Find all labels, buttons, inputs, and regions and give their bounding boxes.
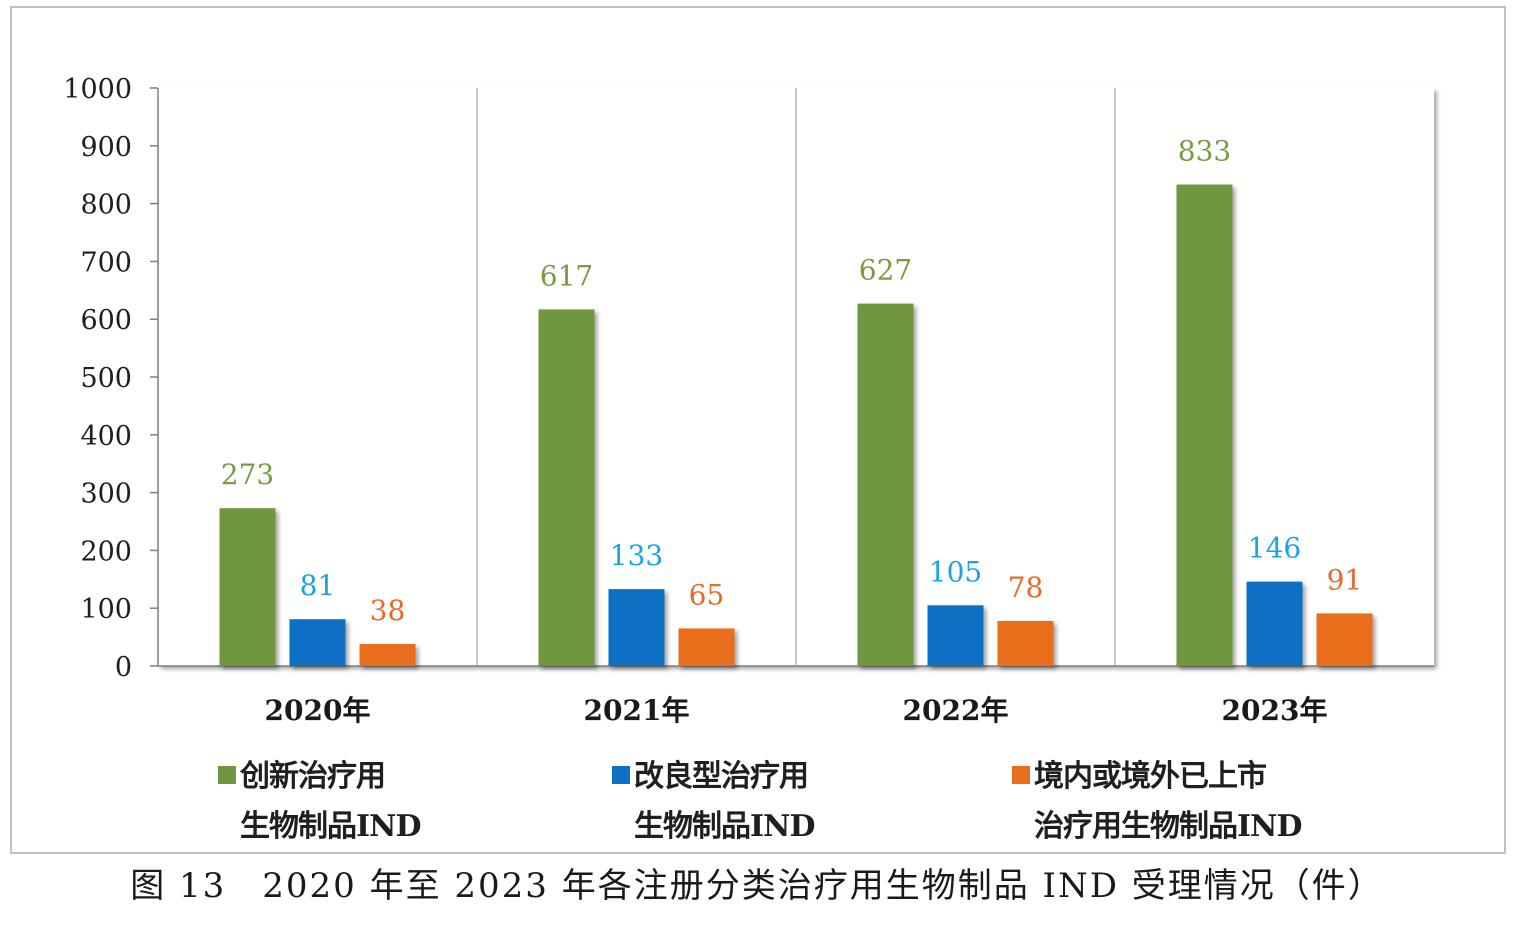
data-label-s2-c1: 65 xyxy=(689,578,725,611)
y-tick-label-100: 100 xyxy=(80,594,132,625)
y-tick-label-600: 600 xyxy=(80,305,132,336)
data-label-s1-c2: 105 xyxy=(929,555,982,588)
bar-s0-c1 xyxy=(538,309,595,666)
legend-item-1: 改良型治疗用 生物制品IND xyxy=(612,752,815,852)
legend-item-2: 境内或境外已上市 治疗用生物制品IND xyxy=(1012,752,1302,852)
bar-s1-c3 xyxy=(1246,581,1303,666)
data-label-s0-c3: 833 xyxy=(1178,135,1231,168)
y-tick-label-400: 400 xyxy=(80,421,132,452)
x-tick-label-2: 2022年 xyxy=(903,694,1009,727)
legend-label-0-line1: 创新治疗用 xyxy=(240,759,386,794)
y-tick-label-1000: 1000 xyxy=(63,74,132,105)
legend-label-1-line2: 生物制品IND xyxy=(634,809,815,844)
legend-item-0: 创新治疗用 生物制品IND xyxy=(218,752,421,852)
bar-s1-c0 xyxy=(289,619,346,666)
legend-label-2-line1: 境内或境外已上市 xyxy=(1034,759,1267,794)
data-label-s1-c0: 81 xyxy=(300,569,336,602)
bar-s0-c2 xyxy=(857,303,914,666)
y-tick-label-500: 500 xyxy=(80,363,132,394)
y-tick-label-900: 900 xyxy=(80,132,132,163)
y-tick-label-800: 800 xyxy=(80,190,132,221)
bar-s2-c0 xyxy=(359,644,416,666)
y-tick-label-200: 200 xyxy=(80,536,132,567)
y-tick-label-700: 700 xyxy=(80,247,132,278)
bar-s1-c1 xyxy=(608,589,665,666)
data-label-s2-c2: 78 xyxy=(1008,571,1044,604)
data-label-s1-c3: 146 xyxy=(1248,532,1301,565)
bar-s0-c0 xyxy=(219,508,276,666)
data-label-s1-c1: 133 xyxy=(610,539,663,572)
bar-s2-c1 xyxy=(678,628,735,666)
legend-swatch-1 xyxy=(612,766,630,784)
legend-label-0-line2: 生物制品IND xyxy=(240,809,421,844)
legend-swatch-0 xyxy=(218,766,236,784)
bar-s2-c2 xyxy=(997,620,1054,666)
legend-label-2-line2: 治疗用生物制品IND xyxy=(1034,809,1302,844)
data-label-s0-c0: 273 xyxy=(221,458,274,491)
data-label-s0-c2: 627 xyxy=(859,254,912,287)
data-label-s2-c3: 91 xyxy=(1327,563,1363,596)
data-label-s2-c0: 38 xyxy=(370,594,406,627)
y-tick-label-0: 0 xyxy=(115,652,132,683)
bar-s2-c3 xyxy=(1316,613,1373,666)
data-label-s0-c1: 617 xyxy=(540,259,593,292)
bar-s0-c3 xyxy=(1176,184,1233,666)
x-tick-label-1: 2021年 xyxy=(584,694,690,727)
legend-label-1-line1: 改良型治疗用 xyxy=(634,759,809,794)
figure-caption: 图 13 2020 年至 2023 年各注册分类治疗用生物制品 IND 受理情况… xyxy=(130,866,1384,906)
y-tick-label-300: 300 xyxy=(80,479,132,510)
x-tick-label-0: 2020年 xyxy=(265,694,371,727)
legend-swatch-2 xyxy=(1012,766,1030,784)
x-tick-label-3: 2023年 xyxy=(1222,694,1328,727)
bar-s1-c2 xyxy=(927,605,984,666)
